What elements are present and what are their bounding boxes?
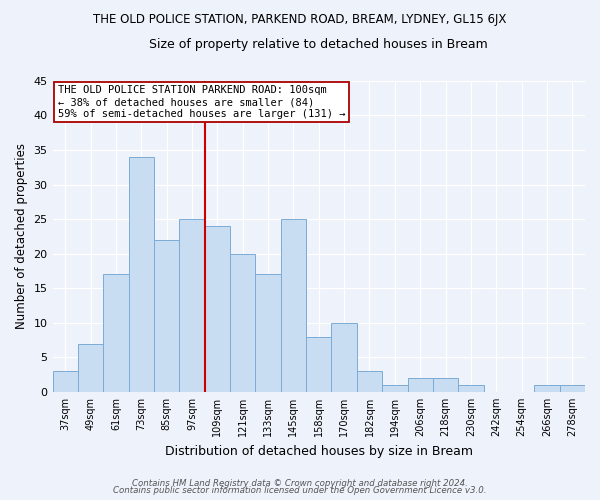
- Text: THE OLD POLICE STATION, PARKEND ROAD, BREAM, LYDNEY, GL15 6JX: THE OLD POLICE STATION, PARKEND ROAD, BR…: [94, 12, 506, 26]
- Bar: [382, 385, 407, 392]
- Bar: [179, 219, 205, 392]
- Bar: [357, 371, 382, 392]
- Bar: [128, 157, 154, 392]
- Bar: [281, 219, 306, 392]
- Bar: [205, 226, 230, 392]
- Bar: [103, 274, 128, 392]
- Bar: [560, 385, 585, 392]
- Title: Size of property relative to detached houses in Bream: Size of property relative to detached ho…: [149, 38, 488, 51]
- Text: THE OLD POLICE STATION PARKEND ROAD: 100sqm
← 38% of detached houses are smaller: THE OLD POLICE STATION PARKEND ROAD: 100…: [58, 86, 346, 118]
- Bar: [534, 385, 560, 392]
- Text: Contains HM Land Registry data © Crown copyright and database right 2024.: Contains HM Land Registry data © Crown c…: [132, 478, 468, 488]
- Bar: [407, 378, 433, 392]
- Bar: [256, 274, 281, 392]
- Bar: [154, 240, 179, 392]
- X-axis label: Distribution of detached houses by size in Bream: Distribution of detached houses by size …: [165, 444, 473, 458]
- Bar: [433, 378, 458, 392]
- Bar: [53, 371, 78, 392]
- Bar: [78, 344, 103, 392]
- Bar: [230, 254, 256, 392]
- Bar: [306, 336, 331, 392]
- Y-axis label: Number of detached properties: Number of detached properties: [15, 144, 28, 330]
- Text: Contains public sector information licensed under the Open Government Licence v3: Contains public sector information licen…: [113, 486, 487, 495]
- Bar: [331, 323, 357, 392]
- Bar: [458, 385, 484, 392]
